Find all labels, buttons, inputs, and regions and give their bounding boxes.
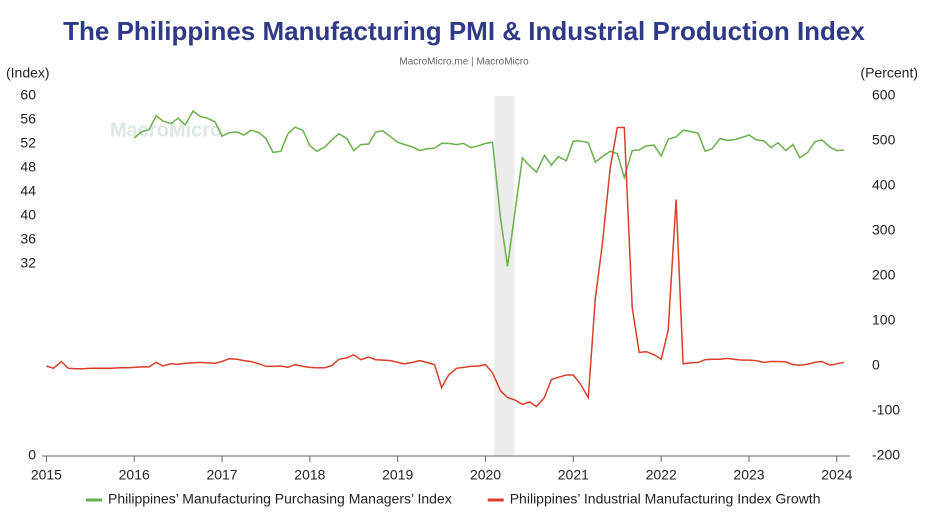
y-tick-label: 32 [20,255,36,271]
x-tick-label: 2022 [646,467,677,483]
x-tick-label: 2024 [821,467,852,483]
y2-axis-label: (Percent) [860,65,918,81]
y2-tick-label: 400 [872,177,896,193]
x-tick-label: 2018 [294,467,325,483]
y2-tick-label: -200 [872,447,900,463]
series-line [46,126,845,408]
x-tick-label: 2017 [206,467,237,483]
y2-tick-label: 0 [872,357,880,373]
watermark: MacroMicro [110,119,222,141]
x-tick-label: 2020 [470,467,501,483]
y2-tick-label: 500 [872,132,896,148]
y-axis-label: (Index) [6,65,50,81]
y2-tick-label: 300 [872,222,896,238]
y2-tick-label: 100 [872,312,896,328]
y-tick-label: 60 [20,87,36,103]
y-tick-label: 36 [20,231,36,247]
y-tick-label: 40 [20,207,36,223]
y-tick-label: 0 [28,447,36,463]
x-tick-label: 2021 [558,467,589,483]
series-line [133,109,844,267]
legend-label: Philippines’ Industrial Manufacturing In… [510,491,821,507]
x-tick-label: 2019 [382,467,413,483]
legend-label: Philippines’ Manufacturing Purchasing Ma… [108,491,452,507]
y-tick-label: 56 [20,111,36,127]
x-tick-label: 2016 [119,467,150,483]
shaded-band [494,96,515,456]
y2-tick-label: -100 [872,402,900,418]
y-tick-label: 48 [20,159,36,175]
chart-title: The Philippines Manufacturing PMI & Indu… [63,16,865,46]
y-tick-label: 52 [20,135,36,151]
x-tick-label: 2023 [733,467,764,483]
y2-tick-label: 200 [872,267,896,283]
x-tick-label: 2015 [31,467,62,483]
y-tick-label: 44 [20,183,36,199]
y2-tick-label: 600 [872,87,896,103]
chart-subtitle: MacroMicro.me | MacroMicro [399,57,529,68]
